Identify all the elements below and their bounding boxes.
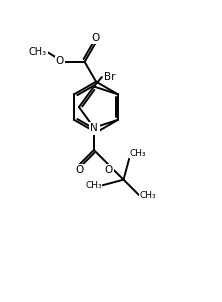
Text: CH₃: CH₃ <box>85 181 102 190</box>
Text: CH₃: CH₃ <box>130 149 147 158</box>
Text: Br: Br <box>104 72 115 82</box>
Text: O: O <box>56 56 64 66</box>
Text: CH₃: CH₃ <box>140 191 156 200</box>
Text: O: O <box>75 165 83 175</box>
Text: N: N <box>90 124 98 133</box>
Text: CH₃: CH₃ <box>29 47 47 57</box>
Text: O: O <box>105 165 113 175</box>
Text: O: O <box>92 33 100 43</box>
